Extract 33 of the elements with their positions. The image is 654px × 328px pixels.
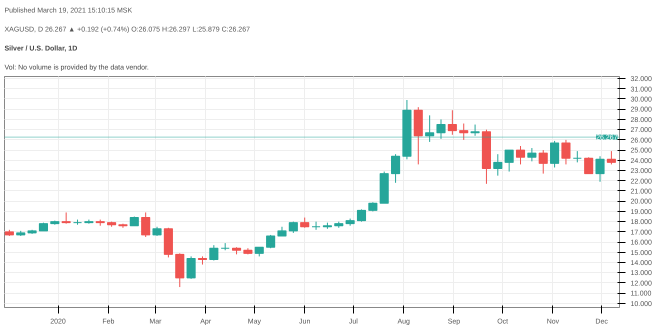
candlestick (368, 202, 378, 212)
candlestick (152, 226, 162, 236)
candlestick (425, 114, 434, 142)
candlestick (391, 154, 400, 184)
candlestick (266, 234, 276, 249)
candlestick (516, 146, 526, 165)
candlestick (209, 244, 218, 261)
candlestick (459, 123, 468, 140)
candlestick (584, 156, 594, 174)
candlestick (62, 212, 71, 224)
candlestick (595, 156, 605, 182)
candlestick (550, 140, 560, 168)
candlestick (130, 216, 139, 226)
candlestick (300, 217, 310, 228)
candlestick (493, 154, 502, 176)
candlestick (504, 150, 514, 172)
candlestick (538, 150, 548, 174)
candlestick (141, 212, 150, 238)
candlestick (356, 208, 366, 222)
candlestick (175, 252, 184, 288)
candlestick (186, 256, 196, 280)
candlestick (606, 150, 616, 165)
candlestick (436, 118, 446, 140)
candlestick (254, 246, 264, 257)
candlestick (572, 150, 582, 163)
candlestick (288, 221, 298, 234)
candlestick (220, 242, 230, 251)
candlestick (561, 139, 571, 165)
candlestick (470, 124, 480, 136)
candlestick (448, 110, 457, 136)
candlestick (312, 221, 321, 230)
candlestick (527, 148, 536, 162)
candlestick (277, 226, 287, 236)
